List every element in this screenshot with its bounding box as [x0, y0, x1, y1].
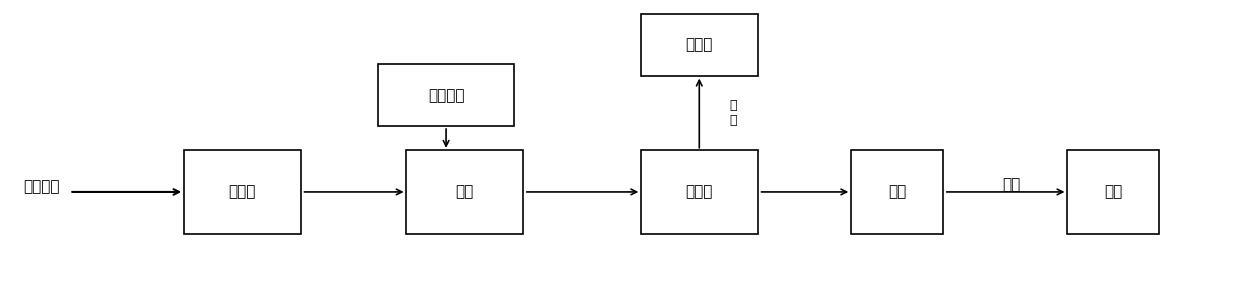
FancyBboxPatch shape	[640, 14, 758, 76]
Text: 搅拌: 搅拌	[456, 185, 474, 200]
Text: 滤
液: 滤 液	[729, 100, 737, 127]
FancyBboxPatch shape	[183, 150, 301, 234]
FancyBboxPatch shape	[406, 150, 524, 234]
Text: 切块: 切块	[1003, 177, 1021, 192]
Text: 调节池: 调节池	[686, 37, 713, 52]
FancyBboxPatch shape	[378, 65, 514, 126]
Text: 多余污泥: 多余污泥	[24, 179, 61, 194]
FancyBboxPatch shape	[1067, 150, 1160, 234]
Text: 浓缩罐: 浓缩罐	[229, 185, 256, 200]
Text: 泥块: 泥块	[1104, 185, 1122, 200]
Text: 植物纤维: 植物纤维	[428, 88, 464, 103]
Text: 压滤机: 压滤机	[686, 185, 713, 200]
Text: 泥板: 泥板	[888, 185, 906, 200]
FancyBboxPatch shape	[640, 150, 758, 234]
FancyBboxPatch shape	[851, 150, 943, 234]
